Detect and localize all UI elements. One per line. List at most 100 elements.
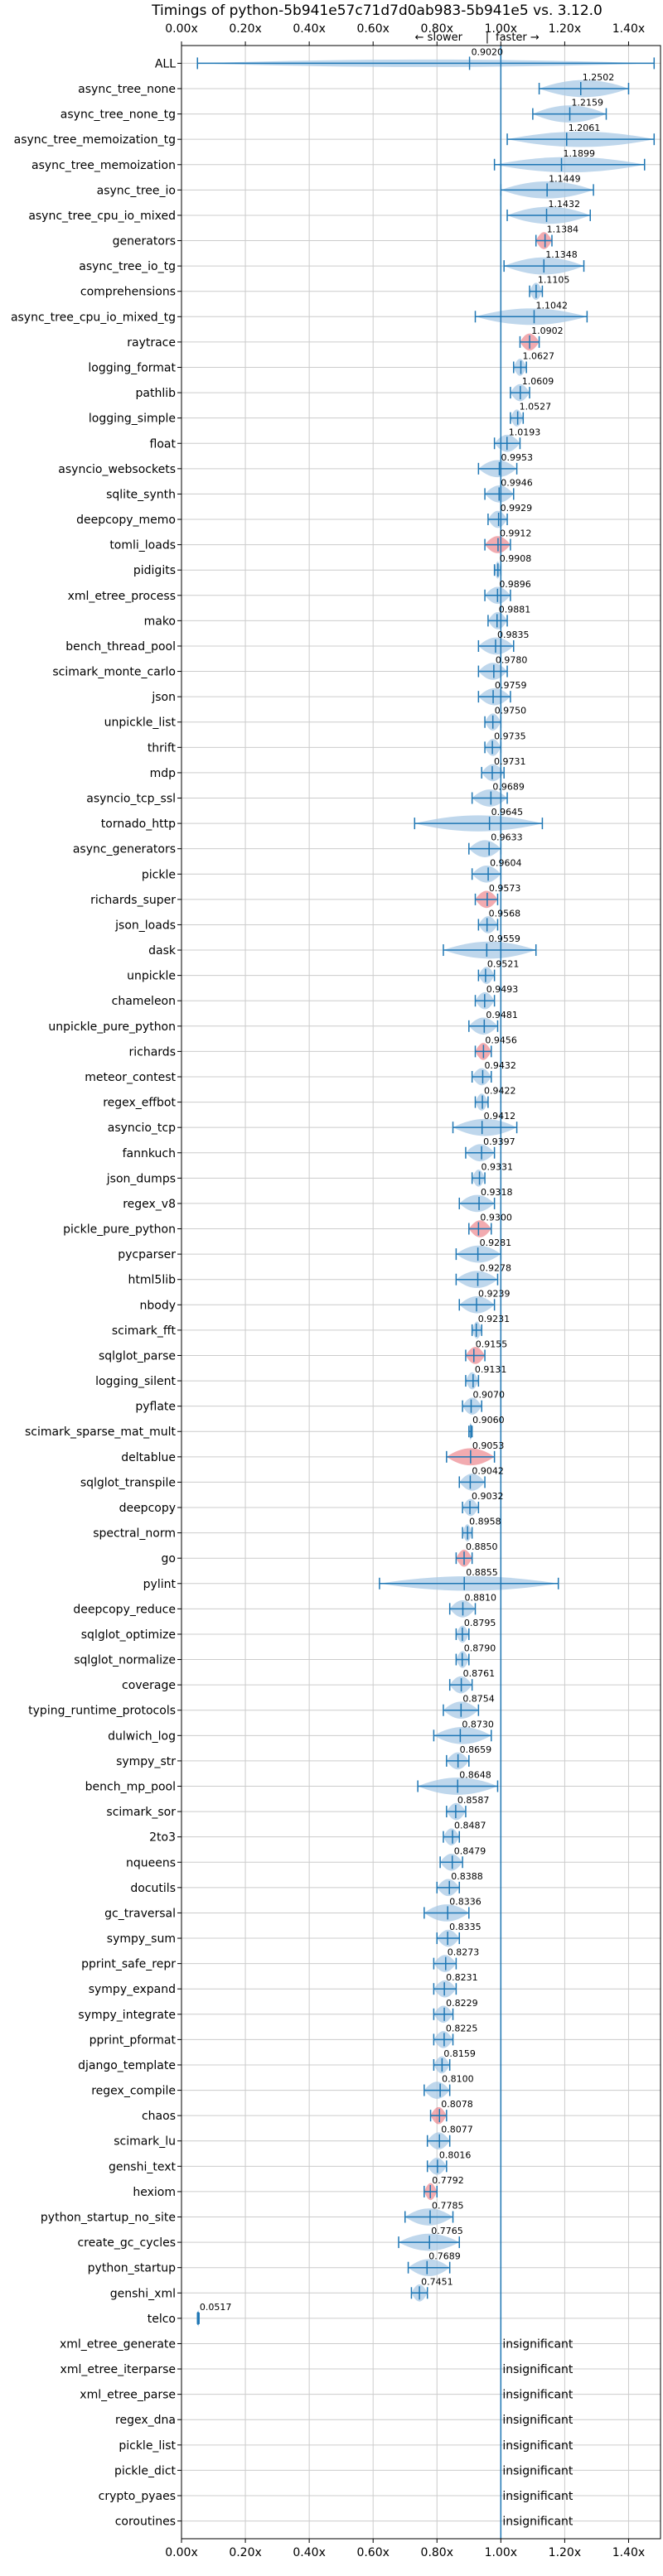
value-label: 0.9929 [501, 503, 533, 514]
benchmark-label: pickle_list [119, 2439, 176, 2453]
benchmark-label: fannkuch [123, 1147, 176, 1160]
value-label: 0.9881 [499, 604, 531, 615]
value-label: 0.8016 [439, 2149, 472, 2160]
value-label: 0.9281 [480, 1237, 512, 1248]
benchmark-label: sqlglot_normalize [74, 1654, 176, 1667]
benchmark-label: asyncio_tcp_ssl [86, 793, 176, 806]
benchmark-label: async_tree_memoization [31, 159, 176, 172]
benchmark-label: mdp [150, 767, 177, 780]
value-label: 1.2061 [569, 123, 601, 133]
value-label: 0.9835 [497, 630, 530, 640]
benchmark-label: xml_etree_process [68, 590, 176, 603]
benchmark-label: django_template [78, 2059, 176, 2072]
benchmark-label: regex_v8 [123, 1198, 176, 1211]
x-tick-label-top: 0.40x [293, 22, 325, 36]
slower-label: ← slower [415, 31, 463, 44]
value-label: 0.9735 [494, 731, 526, 741]
insignificant-label: insignificant [502, 2464, 573, 2477]
value-label: 0.7765 [431, 2226, 463, 2236]
benchmark-label: sympy_integrate [78, 2009, 176, 2022]
benchmark-label: chameleon [112, 995, 176, 1008]
benchmark-label: pathlib [136, 387, 177, 400]
x-tick-label-bottom: 0.80x [421, 2546, 453, 2559]
value-label: 1.2502 [583, 72, 615, 83]
value-label: 0.9759 [495, 680, 527, 691]
value-label: 0.9953 [501, 452, 534, 463]
value-label: 1.0609 [522, 376, 554, 387]
value-label: 0.8958 [469, 1517, 501, 1527]
x-tick-label-top: 1.00x [485, 22, 517, 36]
benchmark-label: coverage [122, 1679, 176, 1692]
value-label: 0.9559 [488, 933, 520, 944]
benchmark-label: hexiom [133, 2186, 176, 2199]
benchmark-label: tomli_loads [109, 539, 176, 552]
benchmark-label: 2to3 [149, 1831, 176, 1845]
benchmark-label: tornado_http [101, 818, 176, 831]
benchmark-label: logging_format [88, 361, 176, 374]
value-label: 0.9604 [490, 857, 522, 868]
value-label: 0.9908 [500, 553, 532, 564]
value-label: 0.9231 [478, 1314, 511, 1324]
benchmark-label: xml_etree_iterparse [60, 2363, 176, 2376]
benchmark-label: regex_compile [91, 2085, 176, 2098]
value-label: 0.9300 [480, 1213, 512, 1223]
benchmark-label: mako [144, 615, 176, 628]
benchmark-label: meteor_contest [85, 1071, 176, 1084]
benchmark-label: scimark_monte_carlo [52, 666, 176, 679]
value-label: 0.9731 [494, 756, 526, 767]
benchmark-label: genshi_text [109, 2160, 177, 2173]
benchmark-label: pickle [142, 868, 176, 881]
value-label: 0.9412 [484, 1111, 516, 1122]
benchmark-label: pickle_dict [114, 2464, 177, 2477]
value-label: 1.0527 [520, 402, 552, 412]
benchmark-label: pidigits [133, 564, 176, 577]
benchmark-label: dulwich_log [108, 1729, 176, 1743]
benchmark-label: nbody [140, 1299, 177, 1312]
value-label: 0.7785 [432, 2201, 464, 2212]
value-label: 0.8730 [462, 1719, 494, 1729]
value-label: 0.8648 [459, 1769, 491, 1780]
benchmark-label: async_tree_cpu_io_mixed_tg [11, 311, 176, 324]
value-label: 0.8229 [446, 1998, 478, 2009]
value-label: 0.8159 [443, 2048, 476, 2059]
value-label: 0.8754 [462, 1694, 495, 1705]
value-label: 0.9946 [501, 477, 533, 488]
value-label: 0.8479 [454, 1845, 486, 1856]
benchmark-label: coroutines [115, 2516, 176, 2529]
insignificant-label: insignificant [502, 2337, 573, 2351]
value-label: 0.8790 [464, 1643, 496, 1654]
value-label: 0.9780 [496, 655, 528, 666]
benchmark-label: async_tree_none [78, 83, 176, 96]
benchmark-label: pycparser [118, 1248, 176, 1261]
benchmark-label: nqueens [126, 1856, 176, 1869]
benchmark-label: asyncio_websockets [58, 463, 176, 476]
insignificant-label: insignificant [502, 2516, 573, 2529]
x-tick-label-bottom: 1.20x [549, 2546, 581, 2559]
benchmark-label: genshi_xml [110, 2287, 176, 2300]
benchmark-label: async_generators [73, 843, 176, 856]
value-label: 0.9397 [483, 1136, 515, 1147]
axes: 0.00x 0.00x 0.20x 0.20x 0.40x 0.40x 0.60x 0.60x… [165, 22, 661, 2559]
violins [196, 56, 656, 2328]
value-label: 0.9750 [495, 706, 527, 716]
value-label: 1.0193 [509, 427, 541, 437]
value-label: 0.8855 [466, 1567, 498, 1578]
value-label: 0.0517 [200, 2302, 232, 2313]
value-label: 0.9568 [489, 908, 521, 919]
benchmark-label: json_loads [114, 919, 176, 932]
x-tick-label-top: 1.20x [549, 22, 581, 36]
value-label: 0.9155 [476, 1339, 508, 1349]
value-label: 0.7451 [421, 2276, 453, 2287]
value-label: 0.9432 [484, 1060, 516, 1071]
benchmark-label: logging_silent [95, 1375, 176, 1388]
value-label: 1.1348 [545, 249, 578, 260]
x-tick-label-bottom: 0.40x [293, 2546, 325, 2559]
benchmark-label: scimark_fft [112, 1324, 177, 1338]
insignificant-label: insignificant [502, 2439, 573, 2453]
benchmark-label: scimark_sor [106, 1806, 176, 1819]
value-label: 0.8388 [451, 1871, 483, 1882]
value-label: 1.0902 [531, 326, 564, 336]
value-label: 0.8587 [457, 1795, 490, 1806]
benchmark-label: deltablue [121, 1451, 176, 1464]
benchmark-label: deepcopy [119, 1502, 176, 1515]
